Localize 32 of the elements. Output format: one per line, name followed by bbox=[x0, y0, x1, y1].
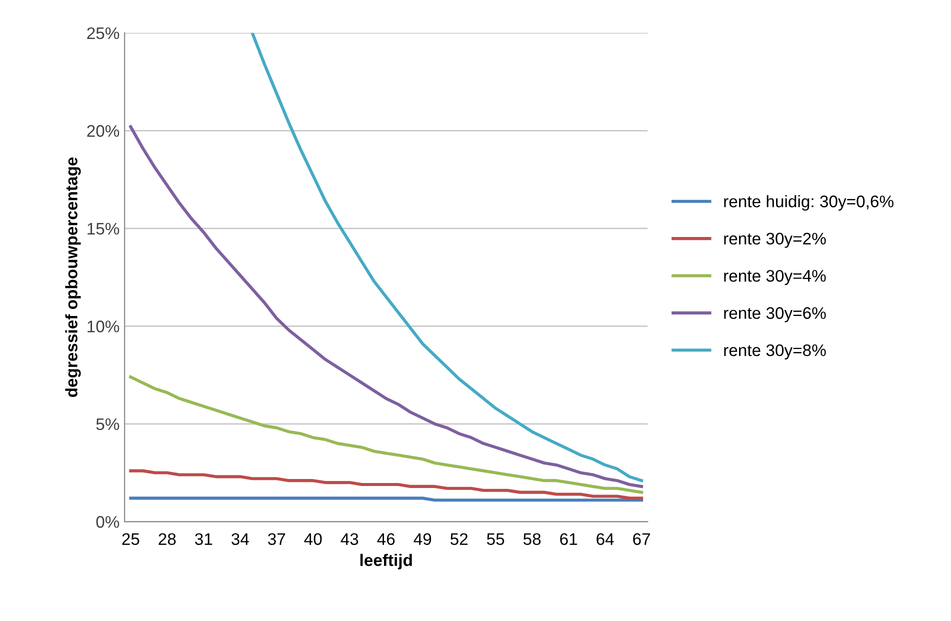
x-tick-label: 28 bbox=[158, 533, 176, 545]
x-tick-label: 37 bbox=[268, 533, 286, 545]
x-tick-label: 40 bbox=[304, 533, 322, 545]
y-tick-label: 25% bbox=[87, 27, 120, 40]
x-tick-label: 61 bbox=[560, 533, 578, 545]
y-axis-title: degressief opbouwpercentage bbox=[65, 157, 81, 397]
legend-label: rente 30y=6% bbox=[724, 307, 826, 322]
x-tick-label: 46 bbox=[377, 533, 395, 545]
legend-label: rente 30y=2% bbox=[724, 232, 826, 248]
x-tick-label: 58 bbox=[523, 533, 541, 545]
line-series bbox=[129, 469, 644, 500]
x-tick-label: 49 bbox=[414, 533, 432, 545]
line-series bbox=[129, 125, 644, 488]
line-series bbox=[250, 32, 644, 482]
y-tick-label: 15% bbox=[88, 222, 120, 235]
x-tick-label: 64 bbox=[596, 533, 614, 545]
legend-label: rente 30y=4% bbox=[724, 270, 826, 286]
x-tick-label: 52 bbox=[450, 533, 468, 545]
x-tick-label: 55 bbox=[486, 533, 504, 545]
x-tick-label: 34 bbox=[232, 533, 249, 545]
x-tick-label: 31 bbox=[195, 533, 212, 545]
line-series bbox=[129, 375, 644, 494]
x-tick-label: 67 bbox=[633, 533, 650, 545]
y-tick-label: 10% bbox=[88, 320, 120, 332]
x-tick-label: 25 bbox=[122, 533, 140, 545]
y-tick-label: 20% bbox=[87, 125, 120, 137]
x-axis-title: leeftijd bbox=[360, 554, 412, 570]
y-tick-label: 5% bbox=[96, 418, 120, 430]
legend-label: rente 30y=8% bbox=[724, 344, 826, 360]
legend-label: rente huidig: 30y=0,6% bbox=[724, 195, 894, 211]
x-tick-label: 43 bbox=[340, 533, 358, 545]
y-tick-label: 0% bbox=[96, 516, 120, 528]
